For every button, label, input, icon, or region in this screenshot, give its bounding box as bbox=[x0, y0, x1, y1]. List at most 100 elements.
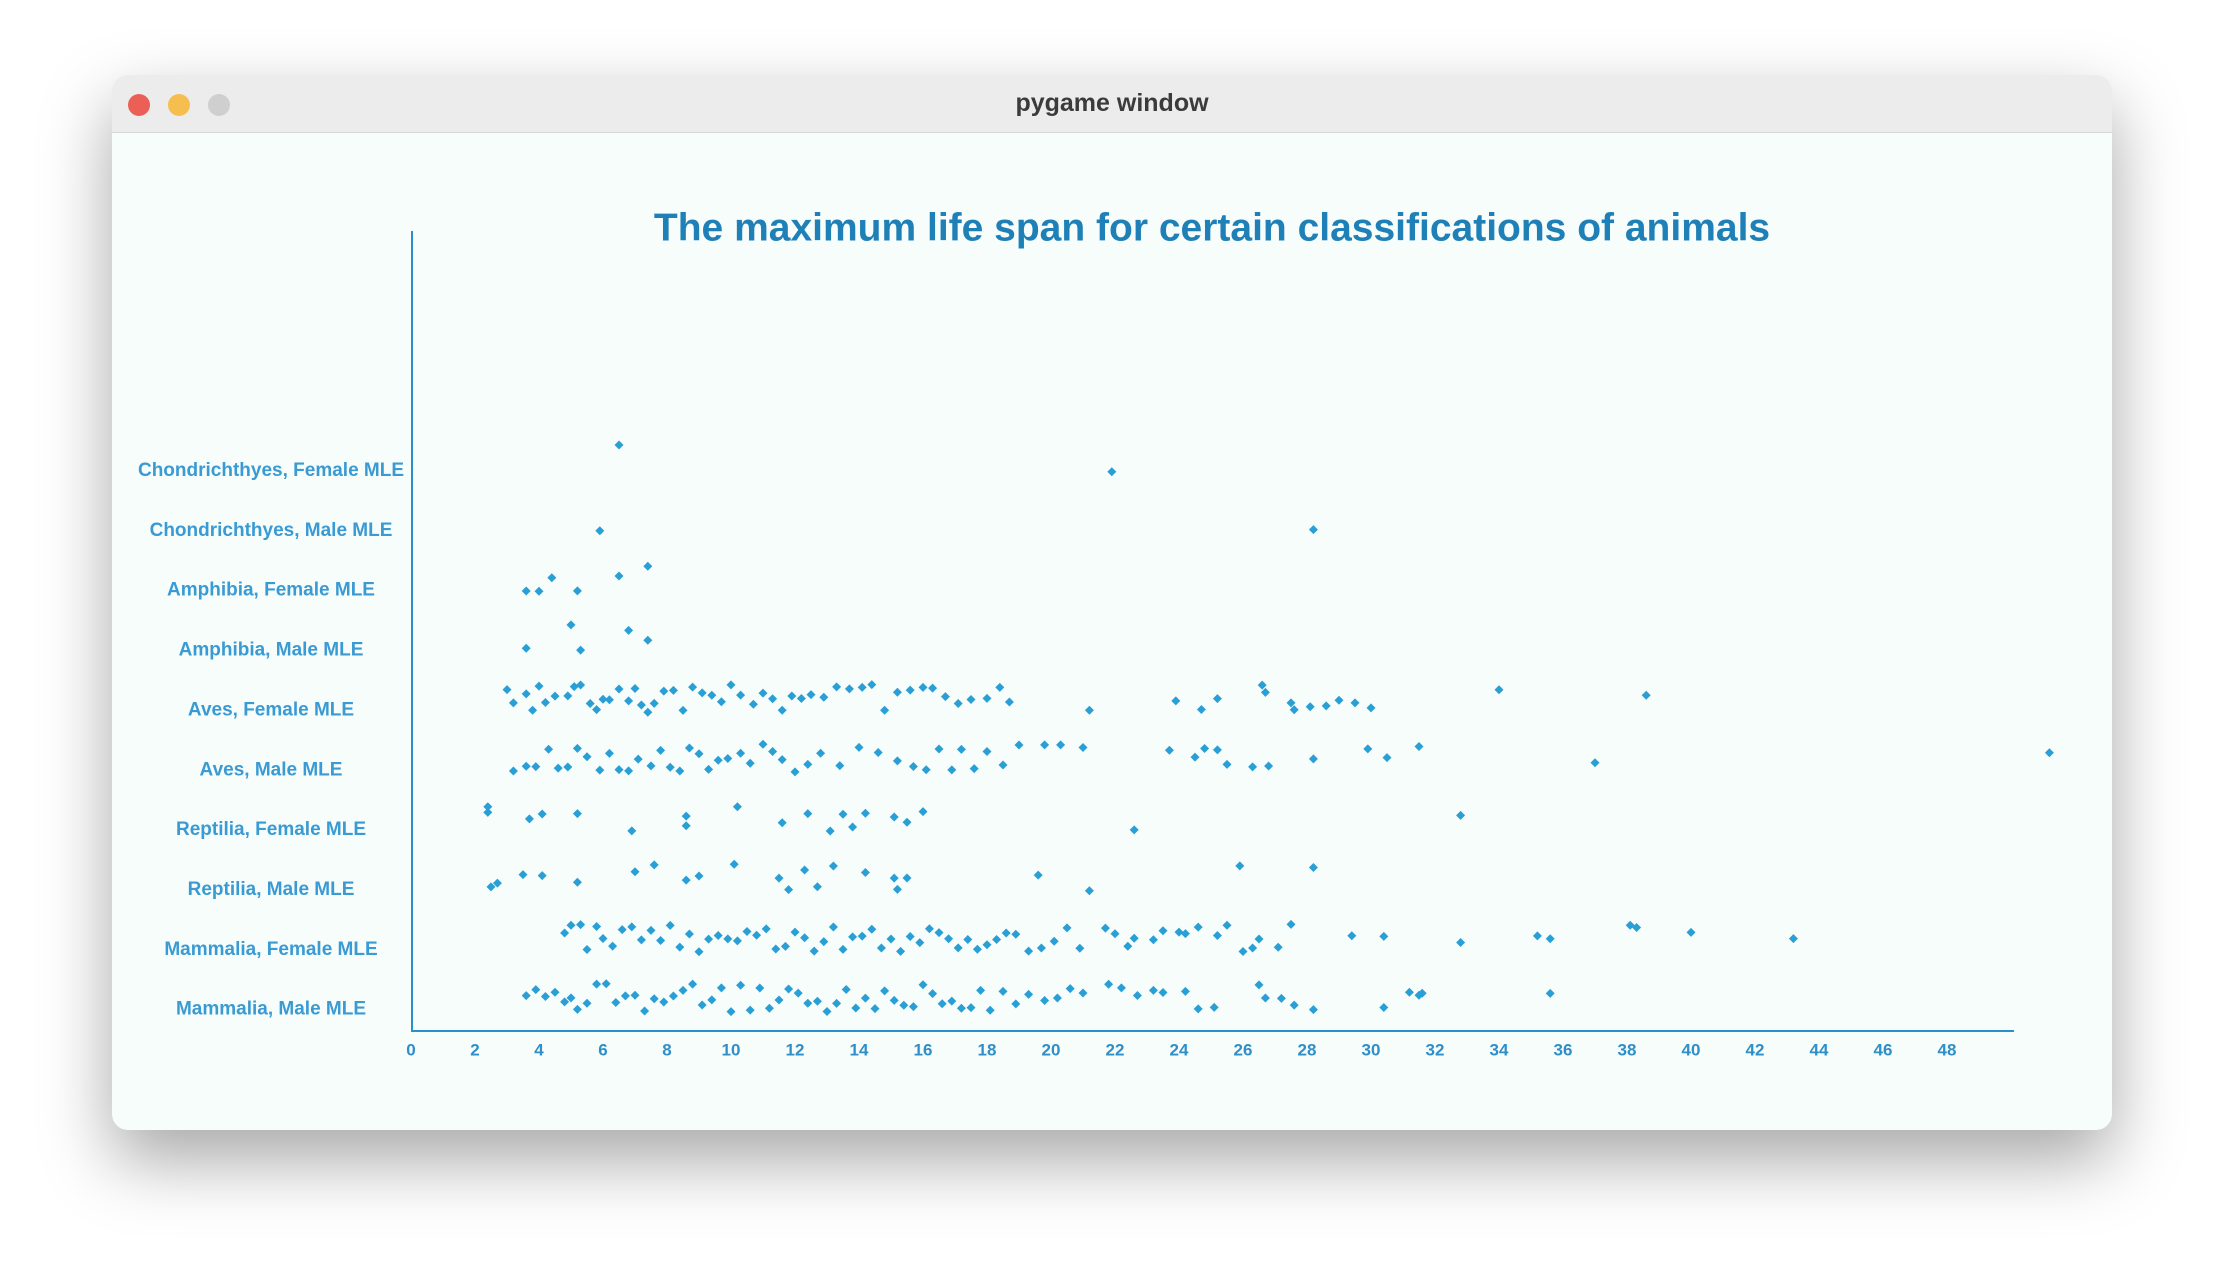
point bbox=[716, 697, 726, 707]
point bbox=[803, 809, 813, 819]
point bbox=[736, 980, 746, 990]
point bbox=[854, 742, 864, 752]
point bbox=[521, 689, 531, 699]
point bbox=[585, 699, 595, 709]
point bbox=[1158, 987, 1168, 997]
point bbox=[566, 620, 576, 630]
point bbox=[646, 761, 656, 771]
point bbox=[576, 920, 586, 930]
point bbox=[1273, 942, 1283, 952]
point bbox=[1404, 987, 1414, 997]
point bbox=[886, 934, 896, 944]
point bbox=[1235, 861, 1245, 871]
point bbox=[953, 698, 963, 708]
point bbox=[1686, 927, 1696, 937]
point bbox=[1110, 929, 1120, 939]
point bbox=[1212, 745, 1222, 755]
point bbox=[1788, 934, 1798, 944]
point bbox=[1104, 979, 1114, 989]
point bbox=[1456, 937, 1466, 947]
point bbox=[566, 993, 576, 1003]
point bbox=[832, 682, 842, 692]
point bbox=[1011, 929, 1021, 939]
point bbox=[1100, 923, 1110, 933]
point bbox=[540, 992, 550, 1002]
point bbox=[1004, 697, 1014, 707]
point bbox=[969, 764, 979, 774]
point bbox=[777, 705, 787, 715]
point bbox=[1164, 745, 1174, 755]
point bbox=[614, 571, 624, 581]
point bbox=[800, 865, 810, 875]
x-tick-label: 12 bbox=[786, 1040, 805, 1059]
point bbox=[876, 943, 886, 953]
point bbox=[528, 705, 538, 715]
point bbox=[992, 934, 1002, 944]
x-tick-label: 36 bbox=[1554, 1040, 1573, 1059]
point bbox=[716, 983, 726, 993]
x-tick-label: 14 bbox=[850, 1040, 869, 1059]
point bbox=[819, 692, 829, 702]
point bbox=[841, 984, 851, 994]
point bbox=[867, 924, 877, 934]
point bbox=[694, 871, 704, 881]
close-button[interactable] bbox=[128, 94, 150, 116]
point bbox=[1040, 995, 1050, 1005]
point bbox=[755, 983, 765, 993]
point bbox=[643, 561, 653, 571]
point bbox=[659, 997, 669, 1007]
point bbox=[857, 931, 867, 941]
zoom-button[interactable] bbox=[208, 94, 230, 116]
point bbox=[1308, 754, 1318, 764]
x-tick-label: 22 bbox=[1106, 1040, 1125, 1059]
point bbox=[624, 696, 634, 706]
point bbox=[784, 885, 794, 895]
point bbox=[521, 586, 531, 596]
point bbox=[822, 1007, 832, 1017]
x-tick-label: 20 bbox=[1042, 1040, 1061, 1059]
x-tick-label: 16 bbox=[914, 1040, 933, 1059]
point bbox=[640, 1006, 650, 1016]
point bbox=[1350, 698, 1360, 708]
point bbox=[1308, 862, 1318, 872]
point bbox=[748, 699, 758, 709]
point bbox=[1078, 988, 1088, 998]
point bbox=[1129, 933, 1139, 943]
point bbox=[1532, 931, 1542, 941]
point bbox=[624, 766, 634, 776]
point bbox=[544, 744, 554, 754]
point bbox=[643, 707, 653, 717]
point bbox=[1084, 705, 1094, 715]
point bbox=[905, 931, 915, 941]
point bbox=[940, 692, 950, 702]
point bbox=[694, 749, 704, 759]
point bbox=[774, 873, 784, 883]
point bbox=[620, 991, 630, 1001]
point bbox=[812, 882, 822, 892]
point bbox=[1052, 993, 1062, 1003]
point bbox=[646, 925, 656, 935]
point bbox=[976, 985, 986, 995]
point bbox=[828, 861, 838, 871]
minimize-button[interactable] bbox=[168, 94, 190, 116]
point bbox=[704, 934, 714, 944]
point bbox=[1193, 922, 1203, 932]
point bbox=[572, 743, 582, 753]
point bbox=[614, 440, 624, 450]
y-tick-label: Mammalia, Male MLE bbox=[176, 999, 366, 1020]
point bbox=[956, 1003, 966, 1013]
point bbox=[684, 743, 694, 753]
point bbox=[844, 684, 854, 694]
point bbox=[518, 870, 528, 880]
point bbox=[704, 764, 714, 774]
point bbox=[1190, 752, 1200, 762]
point bbox=[809, 946, 819, 956]
point bbox=[1014, 740, 1024, 750]
point bbox=[576, 680, 586, 690]
point bbox=[656, 745, 666, 755]
x-tick-label: 4 bbox=[534, 1040, 544, 1059]
point bbox=[540, 697, 550, 707]
point bbox=[560, 928, 570, 938]
point bbox=[908, 762, 918, 772]
